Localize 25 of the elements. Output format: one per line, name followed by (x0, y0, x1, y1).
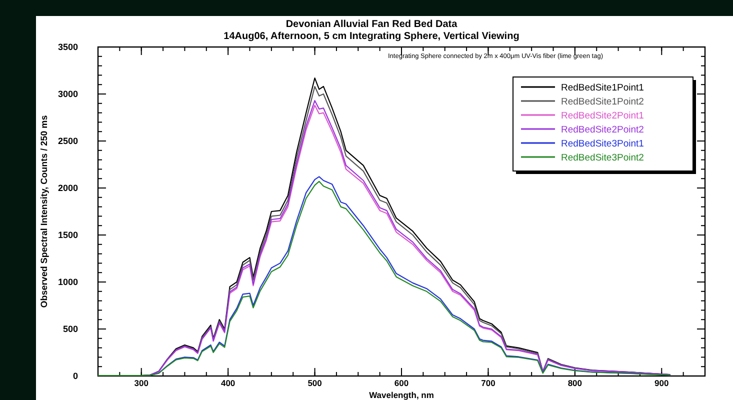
y-tick-label: 3500 (58, 42, 78, 52)
legend-label: RedBedSite3Point2 (561, 152, 644, 164)
legend-label: RedBedSite2Point2 (561, 124, 644, 136)
chart-title: Devonian Alluvial Fan Red Bed Data (286, 19, 458, 30)
x-tick-label: 400 (220, 378, 236, 388)
legend-label: RedBedSite1Point1 (561, 82, 644, 94)
y-tick-label: 1000 (58, 277, 78, 287)
x-tick-label: 800 (568, 378, 582, 388)
legend-label: RedBedSite2Point1 (561, 110, 644, 122)
y-tick-label: 2500 (58, 136, 78, 146)
x-axis-title: Wavelength, nm (369, 390, 434, 400)
x-tick-label: 900 (654, 378, 670, 388)
legend-label: RedBedSite1Point2 (561, 96, 644, 108)
chart-subtitle: 14Aug06, Afternoon, 5 cm Integrating Sphere, Vertical Viewing (224, 31, 520, 42)
y-tick-label: 1500 (58, 230, 78, 240)
x-tick-label: 700 (481, 378, 496, 388)
x-tick-label: 600 (394, 378, 409, 388)
legend-label: RedBedSite3Point1 (561, 138, 644, 150)
y-tick-label: 0 (72, 371, 78, 381)
y-tick-label: 2000 (58, 183, 78, 193)
y-tick-label: 500 (62, 324, 78, 334)
y-tick-label: 3000 (58, 89, 78, 99)
x-tick-label: 300 (134, 378, 149, 388)
y-axis-title: Observed Spectral Intensity, Counts / 250 ms (39, 115, 49, 308)
x-tick-label: 500 (308, 378, 322, 388)
